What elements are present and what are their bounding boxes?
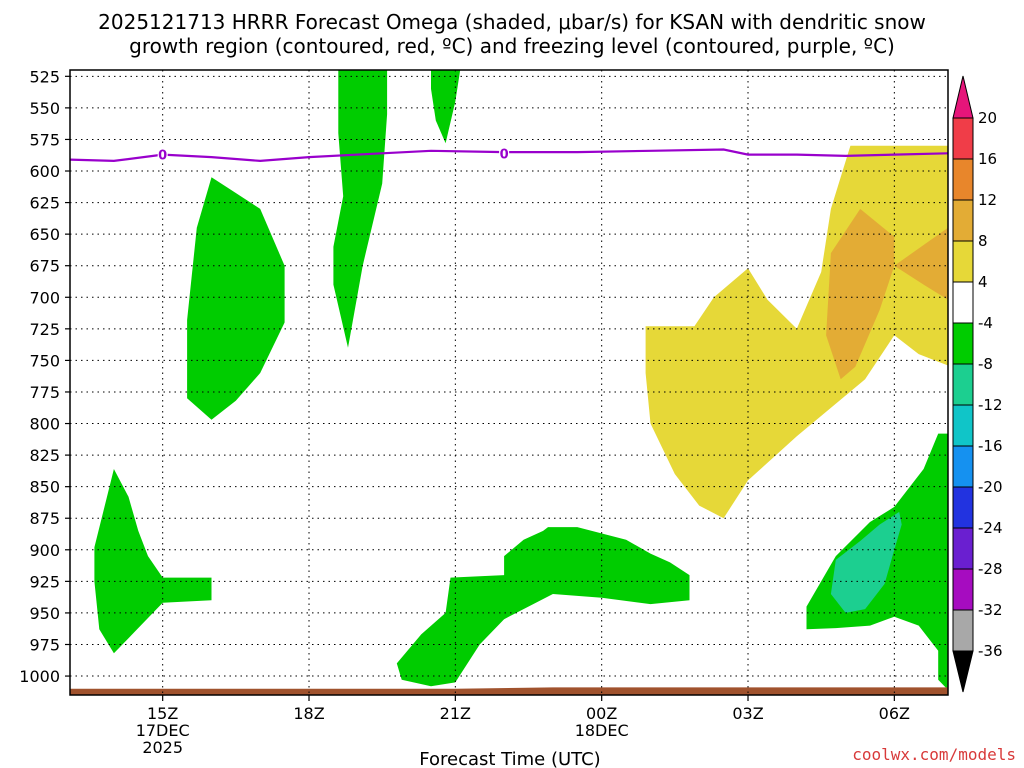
y-tick-label-600: 600 [29,162,60,181]
omega-region-9 [894,227,948,300]
colorbar-label-10: -24 [978,519,1003,537]
x-tick-label-1-0: 18Z [293,704,324,723]
y-tick-label-725: 725 [29,320,60,339]
x-tick-label-3-1: 18DEC [575,721,629,740]
x-axis-label: Forecast Time (UTC) [419,749,600,768]
colorbar-label-3: 8 [978,232,988,250]
colorbar-label-5: -4 [978,314,993,332]
colorbar-label-1: 16 [978,150,997,168]
y-tick-label-925: 925 [29,572,60,591]
colorbar: 20 16 12 8 4 -4 -8 -12 -16 -20 -24 -28 -32 -36 [952,75,1003,693]
colorbar-label-6: -8 [978,355,993,373]
x-tick-label-3-0: 00Z [586,704,617,723]
colorbar-label-0: 20 [978,109,997,127]
y-tick-label-550: 550 [29,99,60,118]
grid-lines [70,70,948,695]
omega-fills [70,70,948,695]
colorbar-band-4 [952,281,974,324]
y-tick-label-750: 750 [29,351,60,370]
chart-title-line-2: growth region (contoured, red, ºC) and f… [129,34,895,58]
y-tick-label-775: 775 [29,383,60,402]
colorbar-band-2 [952,199,974,242]
y-tick-label-950: 950 [29,604,60,623]
y-tick-label-675: 675 [29,257,60,276]
x-tick-label-2-0: 21Z [440,704,471,723]
chart-title-line-1: 2025121713 HRRR Forecast Omega (shaded, … [98,10,926,34]
y-tick-label-1000: 1000 [19,667,60,686]
colorbar-label-2: 12 [978,191,997,209]
colorbar-label-7: -12 [978,396,1003,414]
colorbar-top-arrow [952,75,974,119]
y-tick-label-800: 800 [29,415,60,434]
omega-region-1 [431,70,461,144]
freezing-level-label-0: 0 [158,149,167,164]
y-tick-label-625: 625 [29,194,60,213]
ground-layer [70,687,948,695]
y-tick-label-900: 900 [29,541,60,560]
x-tick-label-0-2: 2025 [142,738,183,757]
colorbar-band-7 [952,404,974,447]
colorbar-label-9: -20 [978,478,1003,496]
colorbar-band-9 [952,486,974,529]
y-tick-label-825: 825 [29,446,60,465]
colorbar-band-3 [952,240,974,283]
pressure-axis: 525 550 575 600 625 650 675 700 725 750 775 800 825 8… [19,67,70,686]
y-tick-label-850: 850 [29,478,60,497]
freezing-level-label-1: 0 [500,147,509,162]
colorbar-band-12 [952,609,974,652]
colorbar-label-13: -36 [978,642,1003,660]
colorbar-label-8: -16 [978,437,1003,455]
omega-region-8 [826,208,895,380]
plot-frame [69,69,949,696]
y-tick-label-650: 650 [29,225,60,244]
x-tick-label-0-1: 17DEC [136,721,190,740]
x-tick-label-5-0: 06Z [879,704,910,723]
colorbar-band-10 [952,527,974,570]
colorbar-label-4: 4 [978,273,988,291]
x-tick-label-0-0: 15Z [147,704,178,723]
omega-region-6 [830,511,902,613]
colorbar-band-5 [952,322,974,365]
omega-region-4 [396,527,690,687]
credit-text: coolwx.com/models [852,745,1016,764]
y-tick-label-700: 700 [29,288,60,307]
freezing-label-bg-0 [157,146,168,161]
colorbar-label-12: -32 [978,601,1003,619]
colorbar-label-11: -28 [978,560,1003,578]
colorbar-bottom-arrow [952,650,974,693]
omega-region-2 [187,177,285,420]
omega-region-3 [94,469,212,654]
colorbar-band-11 [952,568,974,611]
colorbar-band-1 [952,158,974,201]
y-tick-label-975: 975 [29,635,60,654]
colorbar-band-0 [952,117,974,160]
y-tick-label-525: 525 [29,67,60,86]
colorbar-band-8 [952,445,974,488]
freezing-label-bg-1 [499,145,510,160]
x-tick-label-4-0: 03Z [732,704,763,723]
colorbar-band-6 [952,363,974,406]
y-tick-label-575: 575 [29,130,60,149]
y-tick-label-875: 875 [29,509,60,528]
